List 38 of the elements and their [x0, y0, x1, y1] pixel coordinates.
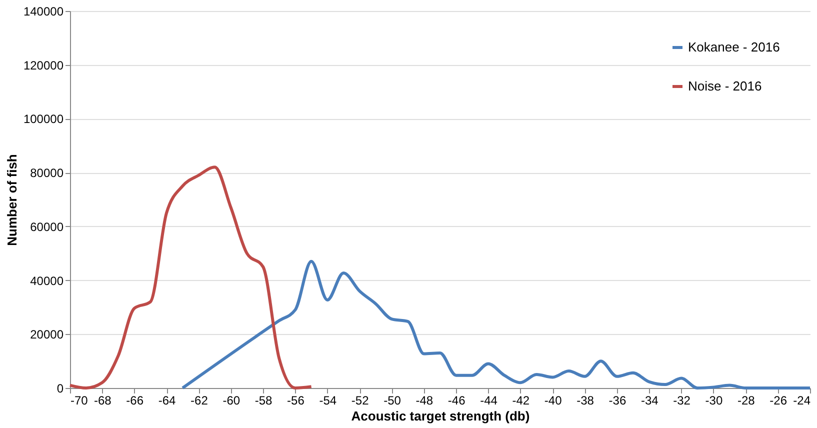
x-tick-label: -64 — [158, 394, 176, 408]
legend-label: Kokanee - 2016 — [688, 40, 780, 54]
x-axis-title: Acoustic target strength (db) — [351, 408, 530, 424]
y-tick-label: 100000 — [23, 112, 64, 126]
x-tick-label: -34 — [640, 394, 659, 408]
y-tick-label: 20000 — [30, 328, 64, 342]
x-tick-label: -56 — [287, 394, 305, 408]
y-axis-title: Number of fish — [4, 154, 20, 246]
x-tick-label: -54 — [319, 394, 337, 408]
x-tick-label: -50 — [384, 394, 402, 408]
x-tick-label: -30 — [705, 394, 723, 408]
x-tick-label: -48 — [416, 394, 434, 408]
x-tick-label: -28 — [737, 394, 756, 408]
x-tick-label: -44 — [480, 394, 498, 408]
x-tick-label: -60 — [222, 394, 240, 408]
x-tick-label: -40 — [544, 394, 562, 408]
y-tick-label: 40000 — [30, 274, 64, 288]
x-tick-label: -32 — [673, 394, 691, 408]
x-tick-label: -38 — [576, 394, 594, 408]
x-tick-label: -52 — [351, 394, 370, 408]
y-tick-label: 60000 — [30, 220, 64, 234]
y-tick-label: 0 — [56, 382, 64, 396]
line-series — [181, 260, 812, 390]
y-tick-label: 140000 — [23, 4, 64, 18]
y-tick-label: 120000 — [23, 58, 64, 72]
x-tick-label: -36 — [608, 394, 626, 408]
x-tick-label: -42 — [512, 394, 530, 408]
x-tick-label: -66 — [126, 394, 144, 408]
x-tick-label: -62 — [190, 394, 208, 408]
x-tick-label: -46 — [448, 394, 466, 408]
x-tick-label: -68 — [94, 394, 112, 408]
x-tick-label: -26 — [770, 394, 788, 408]
legend-label: Noise - 2016 — [688, 78, 762, 94]
x-tick-label: -58 — [254, 394, 273, 408]
y-tick-label: 80000 — [30, 166, 64, 180]
x-tick-label: -24 — [793, 394, 811, 408]
line-series — [68, 166, 313, 390]
x-tick-label: -70 — [70, 394, 88, 408]
